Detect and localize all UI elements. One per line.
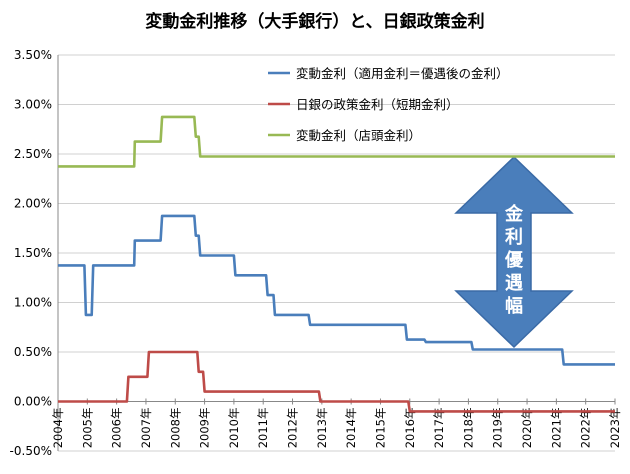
x-tick-label: 2021年 xyxy=(549,408,563,449)
x-tick-label: 2008年 xyxy=(168,408,182,449)
x-tick-label: 2009年 xyxy=(198,408,212,449)
x-tick-label: 2014年 xyxy=(344,408,358,449)
series-lines xyxy=(58,115,615,413)
x-tick-label: 2020年 xyxy=(520,408,534,449)
chart-title: 変動金利推移（大手銀行）と、日銀政策金利 xyxy=(145,11,484,32)
series-line xyxy=(58,350,615,413)
annotation-char: 金 xyxy=(504,203,524,225)
y-tick-label: 2.00% xyxy=(14,197,52,211)
x-tick-label: 2015年 xyxy=(373,408,387,449)
y-tick-label: 0.00% xyxy=(14,395,52,409)
legend-label: 日銀の政策金利（短期金利） xyxy=(296,97,459,112)
y-axis-tick-labels: -0.50% 0.00% 0.50% 1.00% 1.50% 2.00% 2.50% 3.00… xyxy=(10,48,52,458)
x-tick-label: 2013年 xyxy=(315,408,329,449)
annotation-char: 幅 xyxy=(505,295,523,317)
x-tick-label: 2007年 xyxy=(139,408,153,449)
x-tick-label: 2023年 xyxy=(608,408,622,449)
x-tick-label: 2012年 xyxy=(286,408,300,449)
legend-label: 変動金利（適用金利＝優遇後の金利） xyxy=(296,66,509,81)
x-tick-label: 2018年 xyxy=(461,407,475,448)
x-axis-tick-labels: 2004年 2005年 2006年 2007年 2008年 2009年 2010年 2011年… xyxy=(51,407,622,448)
annotation-char: 優 xyxy=(504,249,524,271)
y-tick-label: 1.00% xyxy=(14,296,52,310)
y-tick-label: 3.50% xyxy=(14,48,52,62)
x-tick-label: 2011年 xyxy=(256,408,270,449)
annotation-char: 利 xyxy=(505,226,523,248)
x-tick-label: 2017年 xyxy=(432,408,446,449)
legend: 変動金利（適用金利＝優遇後の金利） 日銀の政策金利（短期金利） 変動金利（店頭金利） xyxy=(268,66,509,143)
x-tick-label: 2016年 xyxy=(403,408,417,449)
y-tick-label: 1.50% xyxy=(14,246,52,260)
y-tick-label: 3.00% xyxy=(14,98,52,112)
x-tick-label: 2006年 xyxy=(110,408,124,449)
series-line xyxy=(58,115,615,168)
x-tick-label: 2019年 xyxy=(491,407,505,448)
x-tick-label: 2004年 xyxy=(51,408,65,449)
y-tick-label: 0.50% xyxy=(14,345,52,359)
legend-label: 変動金利（店頭金利） xyxy=(296,128,421,143)
x-tick-label: 2005年 xyxy=(80,408,94,449)
y-tick-label: 2.50% xyxy=(14,147,52,161)
double-arrow-icon xyxy=(454,155,574,349)
x-tick-label: 2022年 xyxy=(579,408,593,449)
annotation-char: 遇 xyxy=(505,273,523,294)
y-tick-label: -0.50% xyxy=(10,444,52,458)
series-line xyxy=(58,214,615,366)
x-tick-label: 2010年 xyxy=(227,408,241,449)
